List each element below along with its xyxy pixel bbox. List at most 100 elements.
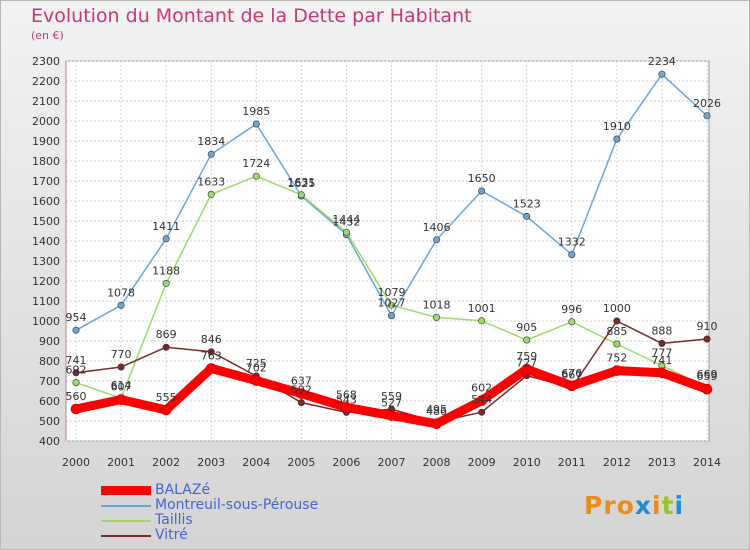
- data-point: [478, 408, 486, 416]
- data-label: 602: [471, 382, 492, 395]
- data-point: [207, 190, 215, 198]
- data-label: 905: [516, 321, 537, 334]
- data-label: 607: [111, 381, 132, 394]
- data-label: 1631: [287, 176, 315, 189]
- data-label: 2234: [648, 55, 676, 68]
- data-label: 614: [111, 379, 132, 392]
- x-tick-label: 2001: [107, 456, 135, 469]
- x-tick-label: 2006: [332, 456, 360, 469]
- data-label: 495: [426, 403, 447, 416]
- y-tick-label: 2200: [32, 75, 60, 88]
- x-tick-label: 2012: [603, 456, 631, 469]
- y-tick-label: 1100: [32, 295, 60, 308]
- data-label: 725: [246, 357, 267, 370]
- data-point: [252, 172, 260, 180]
- data-label: 560: [66, 390, 87, 403]
- data-point: [701, 383, 713, 395]
- data-label: 846: [201, 333, 222, 346]
- logo-letter: i: [674, 491, 685, 520]
- data-point: [72, 369, 80, 377]
- data-point: [611, 365, 623, 376]
- legend-item: Taillis: [101, 512, 361, 528]
- y-tick-label: 1200: [32, 275, 60, 288]
- data-label: 996: [561, 303, 582, 316]
- data-point: [613, 135, 621, 143]
- data-point: [386, 410, 397, 421]
- data-point: [658, 70, 666, 78]
- legend-swatch: [101, 520, 151, 522]
- data-point: [250, 375, 262, 386]
- data-label: 667: [561, 369, 582, 382]
- data-point: [703, 335, 711, 343]
- data-point: [342, 228, 350, 236]
- data-label: 568: [336, 388, 357, 401]
- x-tick-label: 2005: [287, 456, 315, 469]
- data-point: [613, 340, 621, 348]
- data-point: [117, 301, 125, 309]
- data-label: 888: [651, 324, 672, 337]
- data-point: [205, 363, 217, 374]
- data-label: 1079: [378, 286, 406, 299]
- legend-label: Vitré: [155, 527, 188, 543]
- y-tick-label: 2300: [32, 55, 60, 68]
- data-point: [115, 394, 127, 405]
- data-label: 763: [201, 349, 222, 362]
- data-point: [703, 112, 711, 120]
- y-tick-label: 1900: [32, 135, 60, 148]
- legend-item: Montreuil-sous-Pérouse: [101, 497, 361, 513]
- data-label: 692: [66, 364, 87, 377]
- data-label: 637: [291, 375, 312, 388]
- proxiti-logo: Proxiti: [584, 491, 684, 520]
- data-label: 727: [516, 357, 537, 370]
- data-point: [162, 235, 170, 243]
- data-point: [566, 380, 578, 392]
- data-point: [523, 212, 531, 220]
- data-label: 1018: [423, 298, 451, 311]
- logo-letter: t: [661, 491, 675, 520]
- data-label: 752: [606, 352, 627, 365]
- y-tick-label: 700: [39, 375, 60, 388]
- chart-unit: (en €): [31, 29, 64, 42]
- data-label: 1001: [468, 302, 496, 315]
- data-label: 741: [651, 354, 672, 367]
- data-point: [117, 363, 125, 371]
- legend-swatch: [101, 535, 151, 537]
- data-label: 1432: [332, 216, 360, 229]
- logo-letter: i: [652, 491, 662, 520]
- data-label: 954: [66, 311, 87, 324]
- legend-swatch: [101, 486, 151, 495]
- logo-letter: x: [634, 491, 652, 520]
- data-point: [72, 326, 80, 334]
- data-point: [296, 388, 307, 399]
- data-label: 1406: [423, 221, 451, 234]
- legend-item: Vitré: [101, 527, 361, 543]
- data-point: [162, 279, 170, 287]
- data-label: 869: [156, 328, 177, 341]
- y-tick-label: 600: [39, 395, 60, 408]
- legend-label: BALAZé: [155, 482, 211, 498]
- data-point: [387, 301, 395, 309]
- data-label: 1027: [378, 297, 406, 310]
- data-label: 543: [336, 393, 357, 406]
- data-label: 1650: [468, 172, 496, 185]
- data-label: 559: [381, 390, 402, 403]
- data-point: [568, 318, 576, 326]
- x-tick-label: 2010: [513, 456, 541, 469]
- data-point: [521, 363, 533, 375]
- data-label: 669: [697, 368, 718, 381]
- legend-label: Montreuil-sous-Pérouse: [155, 497, 319, 513]
- y-tick-label: 1500: [32, 215, 60, 228]
- data-point: [297, 191, 305, 199]
- data-label: 1078: [107, 286, 135, 299]
- data-point: [431, 418, 442, 430]
- x-tick-label: 2003: [197, 456, 225, 469]
- data-label: 777: [651, 347, 672, 360]
- data-point: [207, 348, 215, 356]
- data-label: 702: [246, 362, 267, 375]
- data-label: 592: [291, 384, 312, 397]
- legend-item: BALAZé: [101, 482, 361, 498]
- data-label: 1985: [242, 105, 270, 118]
- data-label: 527: [381, 397, 402, 410]
- x-tick-label: 2002: [152, 456, 180, 469]
